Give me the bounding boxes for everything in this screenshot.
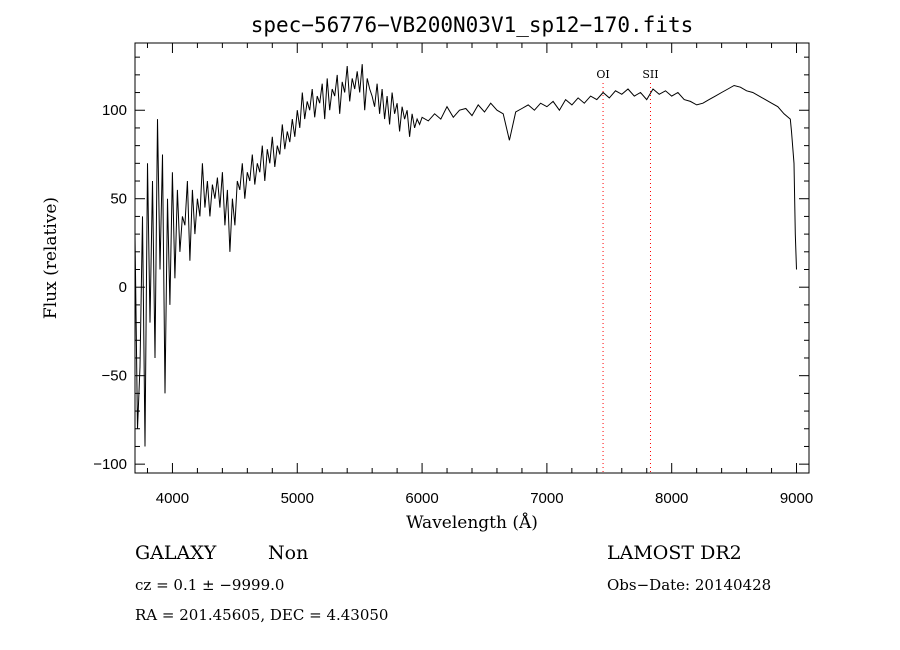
reference-line-label: SII (642, 68, 658, 81)
x-axis-label: Wavelength (Å) (406, 512, 538, 533)
x-tick-label: 6000 (405, 490, 438, 507)
x-tick-label: 4000 (156, 490, 189, 507)
y-tick-label: 100 (102, 102, 127, 119)
obs-date-text: Obs−Date: 20140428 (607, 576, 771, 594)
reference-line-label: OI (596, 68, 609, 81)
plot-frame (134, 42, 810, 474)
y-tick-label: −50 (102, 368, 127, 385)
x-tick-label: 9000 (780, 490, 813, 507)
axis-tick-labels: 4000 5000 6000 7000 8000 9000 −100 −50 0 50 100 (93, 102, 813, 507)
survey-label: LAMOST DR2 (607, 542, 742, 564)
class-label: GALAXY (135, 542, 217, 564)
subclass-label: Non (268, 542, 308, 564)
axis-ticks (135, 43, 809, 473)
y-axis-label: Flux (relative) (41, 197, 61, 319)
cz-text: cz = 0.1 ± −9999.0 (135, 576, 284, 594)
chart-title: spec−56776−VB200N03V1_sp12−170.fits (251, 13, 694, 37)
y-tick-label: −100 (93, 456, 127, 473)
y-tick-label: 50 (110, 191, 127, 208)
coords-text: RA = 201.45605, DEC = 4.43050 (135, 606, 388, 624)
spectrum-line (134, 64, 797, 447)
y-tick-label: 0 (119, 279, 127, 296)
x-tick-label: 8000 (655, 490, 688, 507)
x-tick-label: 5000 (281, 490, 314, 507)
x-tick-label: 7000 (530, 490, 563, 507)
reference-lines: OI SII (596, 68, 659, 473)
